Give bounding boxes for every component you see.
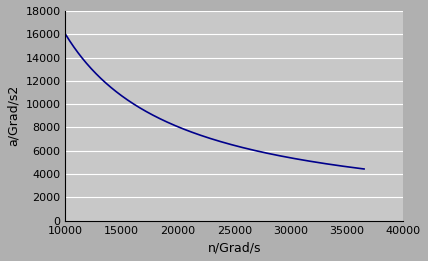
X-axis label: n/Grad/s: n/Grad/s [208,241,261,254]
Y-axis label: a/Grad/s2: a/Grad/s2 [7,85,20,146]
